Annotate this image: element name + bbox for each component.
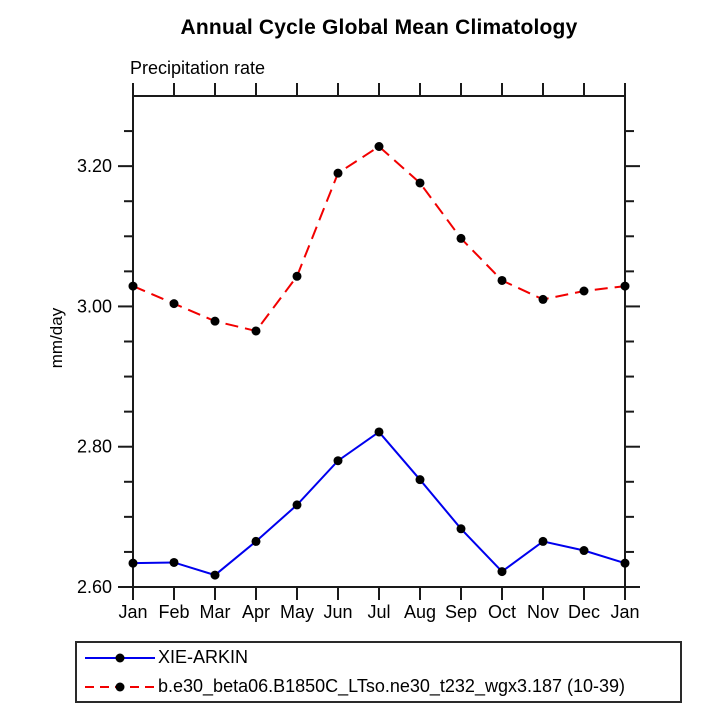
data-point-marker (497, 567, 507, 577)
data-point-marker (292, 500, 302, 510)
data-point-marker (169, 299, 179, 309)
legend: XIE-ARKIN b.e30_beta06.B1850C_LTso.ne30_… (75, 641, 682, 703)
x-tick-label: Oct (488, 602, 516, 622)
legend-label-model: b.e30_beta06.B1850C_LTso.ne30_t232_wgx3.… (158, 676, 626, 696)
chart-title: Annual Cycle Global Mean Climatology (180, 16, 578, 39)
data-point-marker (128, 281, 138, 291)
x-tick-label: Sep (445, 602, 477, 622)
data-point-marker (333, 168, 343, 178)
x-tick-label: Jul (367, 602, 390, 622)
data-point-marker (579, 286, 589, 296)
legend-sample-solid-line-icon (85, 653, 155, 662)
data-point-marker (538, 294, 548, 304)
legend-sample-dashed-line-icon (85, 682, 155, 691)
axis-frame (132, 95, 626, 588)
y-tick-label: 3.00 (77, 296, 112, 316)
data-point-marker (374, 427, 384, 437)
data-point-marker (579, 546, 589, 556)
chart-subtitle: Precipitation rate (130, 58, 266, 78)
data-point-marker (456, 233, 466, 243)
x-tick-label: Aug (404, 602, 436, 622)
data-point-marker (251, 326, 261, 336)
legend-label-obs: XIE-ARKIN (158, 647, 249, 667)
x-tick-label: Nov (527, 602, 559, 622)
x-tick-label: Apr (242, 602, 270, 622)
data-point-marker (538, 536, 548, 546)
x-tick-label: May (280, 602, 314, 622)
data-point-marker (333, 456, 343, 466)
data-point-marker (415, 475, 425, 485)
x-tick-label: Mar (200, 602, 231, 622)
data-point-marker (169, 557, 179, 567)
data-point-marker (415, 178, 425, 188)
data-point-marker (251, 536, 261, 546)
y-tick-label: 2.60 (77, 577, 112, 597)
y-tick-label: 3.20 (77, 156, 112, 176)
x-tick-label: Jan (118, 602, 147, 622)
y-tick-label: 2.80 (77, 437, 112, 457)
data-point-marker (620, 281, 630, 291)
series-line-0 (132, 430, 626, 577)
legend-item-obs: XIE-ARKIN (82, 644, 680, 671)
data-point-marker (497, 275, 507, 285)
x-tick-label: Jun (323, 602, 352, 622)
legend-item-model: b.e30_beta06.B1850C_LTso.ne30_t232_wgx3.… (82, 673, 680, 700)
data-point-marker (210, 570, 220, 580)
x-tick-label: Jan (610, 602, 639, 622)
x-tick-label: Feb (158, 602, 189, 622)
data-point-marker (456, 524, 466, 534)
data-point-marker (620, 558, 630, 568)
data-point-marker (210, 316, 220, 326)
data-point-marker (292, 271, 302, 281)
data-point-marker (374, 142, 384, 152)
data-point-marker (128, 558, 138, 568)
x-tick-label: Dec (568, 602, 600, 622)
series-line-1 (132, 145, 626, 333)
